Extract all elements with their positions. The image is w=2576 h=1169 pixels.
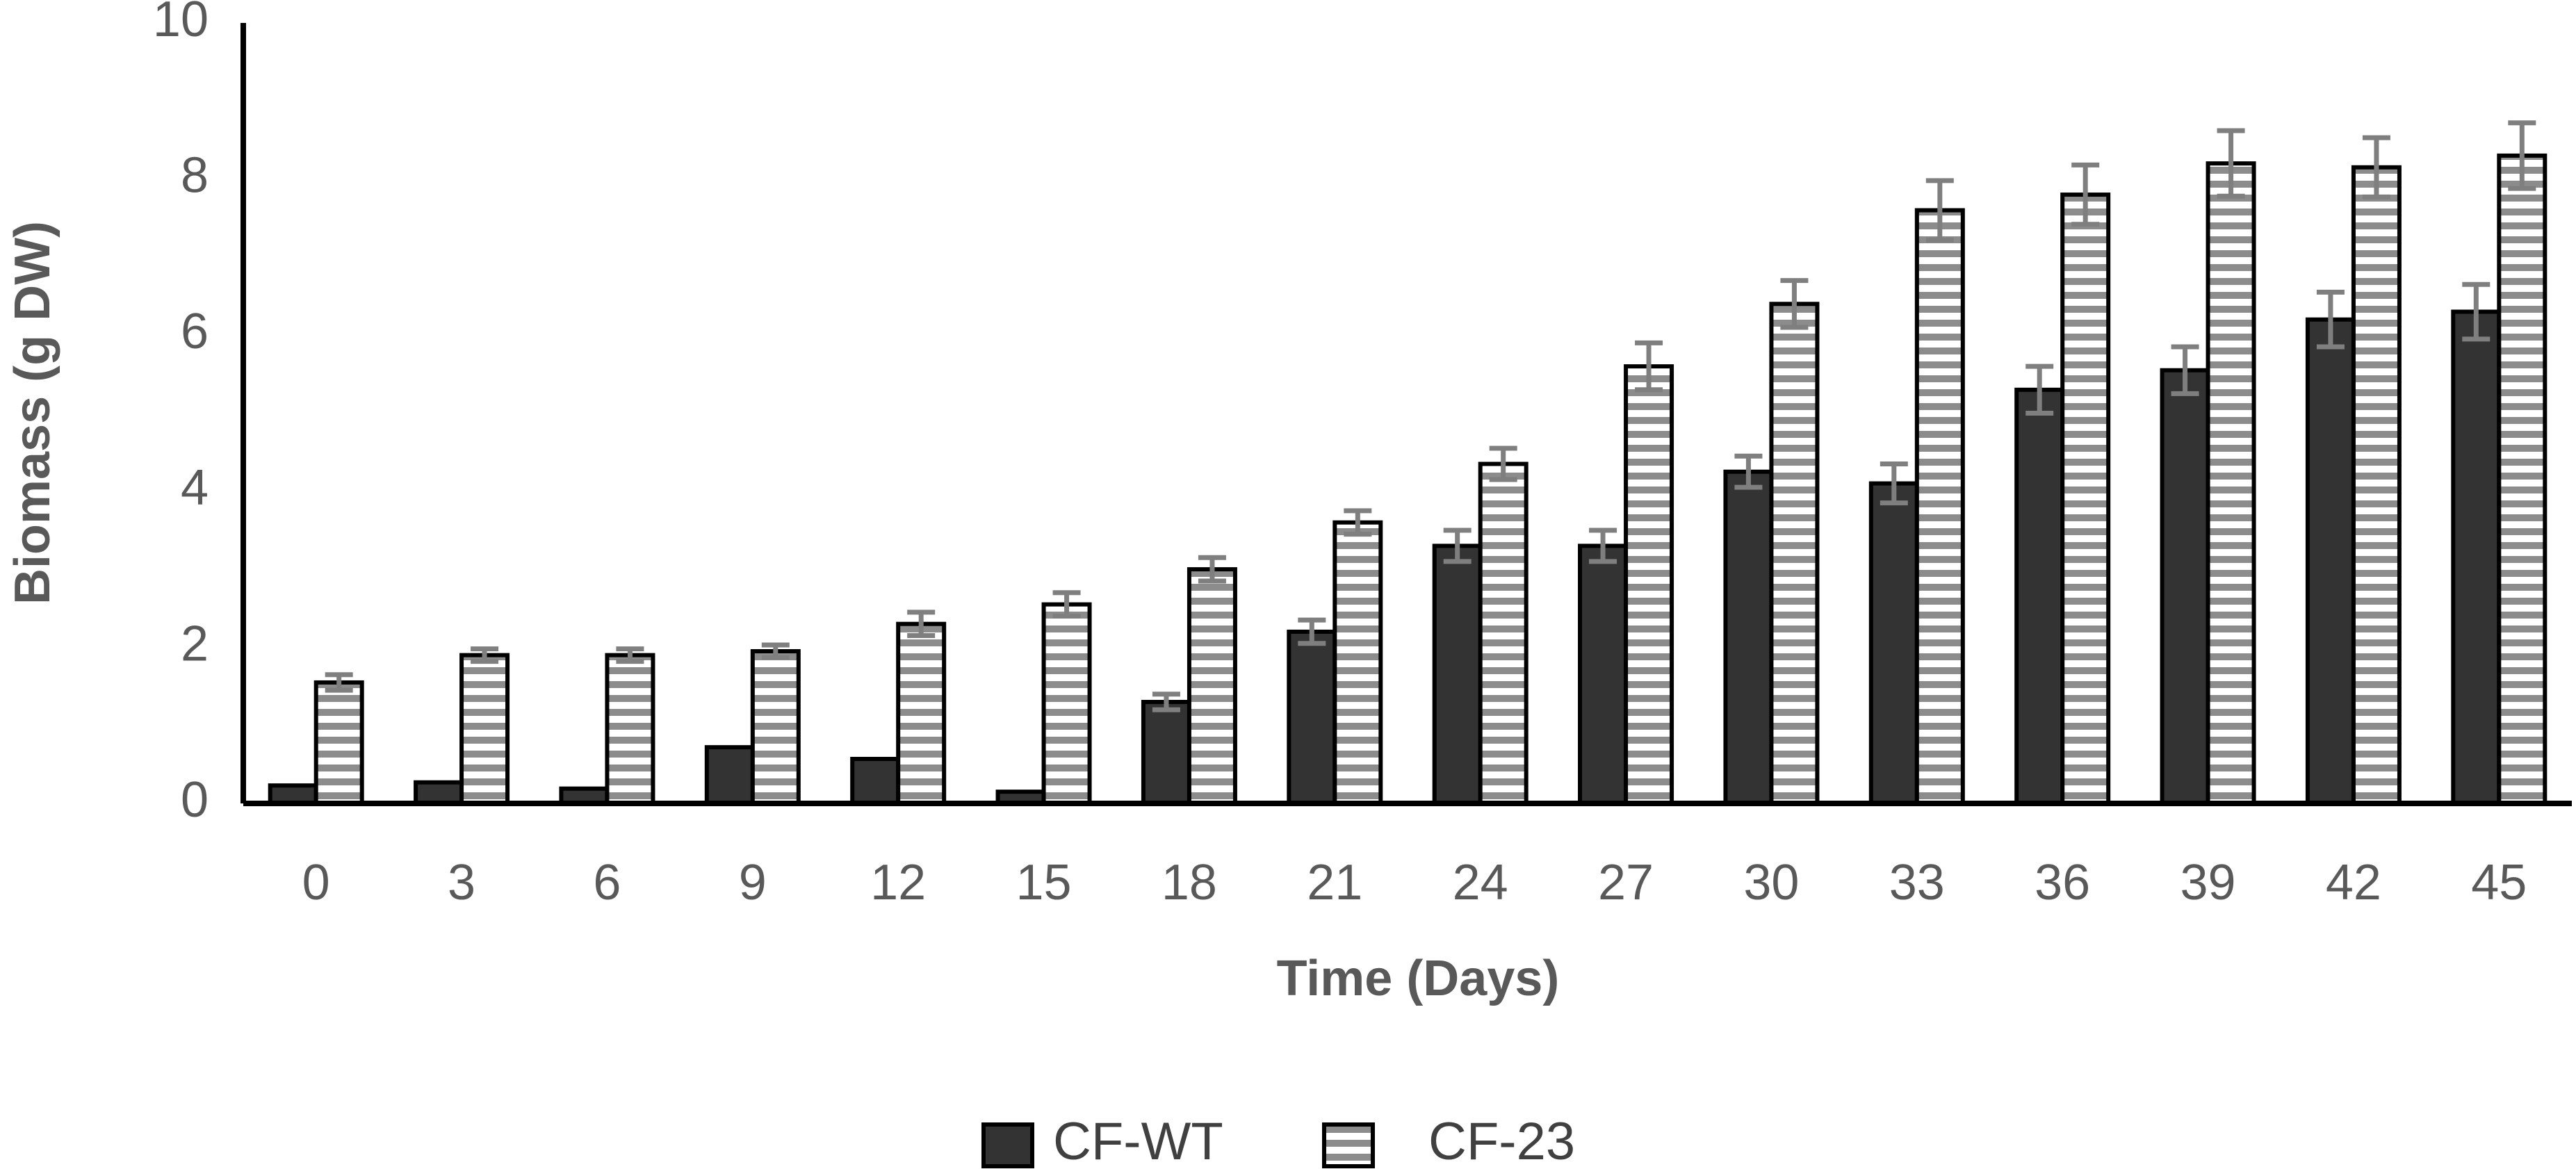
error-bar <box>616 646 644 664</box>
bar <box>1141 700 1191 806</box>
error-bar <box>2362 135 2390 199</box>
error-bar <box>907 610 936 639</box>
bar <box>2014 387 2065 806</box>
x-tick-label: 33 <box>1889 855 1945 910</box>
bar <box>1432 543 1483 806</box>
error-bar <box>1344 508 1372 537</box>
x-tick-label: 24 <box>1453 855 1508 910</box>
x-tick-label: 27 <box>1598 855 1654 910</box>
legend-label: CF-23 <box>1428 1112 1575 1169</box>
error-bar <box>471 646 499 664</box>
error-bar <box>325 672 353 693</box>
error-bar <box>1443 528 1472 564</box>
y-tick-label: 2 <box>181 616 209 671</box>
error-bar <box>1780 278 1809 330</box>
x-tick-label: 18 <box>1161 855 1217 910</box>
x-tick-label: 6 <box>593 855 621 910</box>
error-bar <box>2171 344 2199 396</box>
x-tick-label: 39 <box>2180 855 2236 910</box>
x-tick-label: 3 <box>448 855 475 910</box>
bar <box>2160 368 2210 806</box>
bar <box>1287 629 1337 806</box>
bar <box>1332 520 1383 806</box>
bar <box>1769 302 1820 806</box>
error-bar <box>1635 340 1663 393</box>
bar <box>750 649 801 806</box>
x-tick-label: 42 <box>2326 855 2381 910</box>
x-tick-label: 15 <box>1016 855 1072 910</box>
error-bar <box>1589 528 1617 564</box>
bar <box>1868 481 1919 806</box>
error-bar <box>2508 120 2536 191</box>
bar <box>459 653 510 806</box>
error-bar <box>2025 363 2054 416</box>
x-axis-title: Time (Days) <box>1277 951 1560 1006</box>
error-bar <box>1298 617 1326 646</box>
error-bar <box>2462 281 2491 342</box>
error-bar <box>1880 461 1908 506</box>
error-bar <box>1925 178 1954 243</box>
bar <box>2206 161 2256 806</box>
error-bar <box>2217 128 2245 199</box>
y-tick-label: 8 <box>181 148 209 204</box>
bar <box>605 653 655 806</box>
bar <box>414 780 464 806</box>
bar <box>1041 602 1092 806</box>
bar <box>2060 193 2111 806</box>
error-bar <box>1198 555 1226 584</box>
error-bar <box>1489 445 1517 482</box>
bar <box>1624 364 1674 806</box>
error-bar <box>761 642 790 660</box>
error-bar <box>1052 590 1081 619</box>
x-tick-label: 12 <box>870 855 926 910</box>
y-tick-label: 0 <box>181 772 209 828</box>
bar <box>2351 165 2402 806</box>
x-tick-label: 30 <box>1743 855 1799 910</box>
error-bar <box>1152 692 1180 712</box>
bar <box>704 745 755 806</box>
legend-label: CF-WT <box>1053 1112 1223 1169</box>
x-tick-label: 45 <box>2471 855 2527 910</box>
x-tick-label: 9 <box>739 855 767 910</box>
bar <box>850 756 901 806</box>
error-bar <box>2316 289 2345 350</box>
bar <box>2497 153 2548 806</box>
legend-swatch <box>981 1122 1034 1168</box>
y-tick-label: 10 <box>153 0 209 47</box>
bar <box>1578 543 1629 806</box>
y-axis-title: Biomass (g DW) <box>5 221 60 605</box>
error-bar <box>1734 453 1763 490</box>
bar <box>1723 469 1774 806</box>
bar <box>2305 317 2356 806</box>
error-bar <box>2071 162 2100 227</box>
bar <box>1914 208 1965 806</box>
bar <box>313 680 364 806</box>
x-tick-label: 21 <box>1307 855 1362 910</box>
bar <box>1187 567 1237 806</box>
bar <box>896 621 947 806</box>
x-tick-label: 36 <box>2035 855 2090 910</box>
legend-swatch <box>1322 1122 1375 1168</box>
y-tick-label: 4 <box>181 460 209 516</box>
y-tick-label: 6 <box>181 304 209 359</box>
x-tick-label: 0 <box>302 855 330 910</box>
bar <box>2451 309 2502 806</box>
bar <box>1478 461 1529 806</box>
